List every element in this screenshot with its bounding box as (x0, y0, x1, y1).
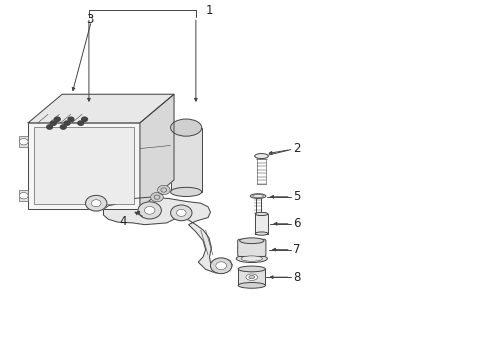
Ellipse shape (238, 266, 265, 272)
Circle shape (78, 121, 83, 125)
Circle shape (215, 262, 226, 270)
Circle shape (47, 125, 52, 129)
Circle shape (64, 121, 70, 125)
Ellipse shape (239, 238, 264, 244)
Ellipse shape (255, 232, 267, 235)
Text: 7: 7 (292, 243, 300, 256)
Circle shape (170, 205, 192, 221)
Text: 5: 5 (292, 190, 300, 203)
Circle shape (144, 207, 155, 214)
Polygon shape (28, 94, 174, 123)
Circle shape (210, 258, 231, 274)
Text: 3: 3 (86, 13, 94, 26)
Bar (238, 269, 265, 285)
Text: 6: 6 (292, 217, 300, 230)
Bar (20, 136, 28, 147)
Circle shape (60, 125, 66, 129)
Text: 4: 4 (119, 215, 127, 228)
Circle shape (68, 117, 74, 121)
Ellipse shape (170, 119, 201, 136)
Text: 8: 8 (292, 271, 300, 284)
Bar (34, 127, 134, 204)
Ellipse shape (245, 274, 257, 280)
Circle shape (150, 193, 163, 202)
Circle shape (176, 209, 186, 216)
Ellipse shape (170, 187, 201, 197)
Circle shape (50, 121, 56, 125)
Circle shape (138, 202, 161, 219)
Ellipse shape (238, 283, 265, 288)
FancyBboxPatch shape (170, 127, 201, 192)
FancyBboxPatch shape (237, 239, 265, 256)
Circle shape (20, 193, 28, 199)
Ellipse shape (254, 154, 268, 158)
Bar (255, 214, 267, 234)
Ellipse shape (248, 275, 254, 279)
Ellipse shape (236, 255, 267, 262)
Circle shape (157, 185, 170, 195)
Circle shape (85, 195, 107, 211)
Ellipse shape (241, 256, 262, 261)
Circle shape (91, 200, 101, 207)
Polygon shape (77, 196, 232, 273)
Text: 2: 2 (292, 142, 300, 155)
Polygon shape (140, 94, 174, 208)
Text: 1: 1 (205, 4, 213, 17)
Bar (20, 190, 28, 201)
Ellipse shape (255, 212, 267, 216)
Circle shape (81, 117, 87, 121)
Ellipse shape (250, 194, 265, 198)
Circle shape (54, 117, 60, 121)
Bar (28, 123, 140, 208)
Circle shape (20, 139, 28, 145)
